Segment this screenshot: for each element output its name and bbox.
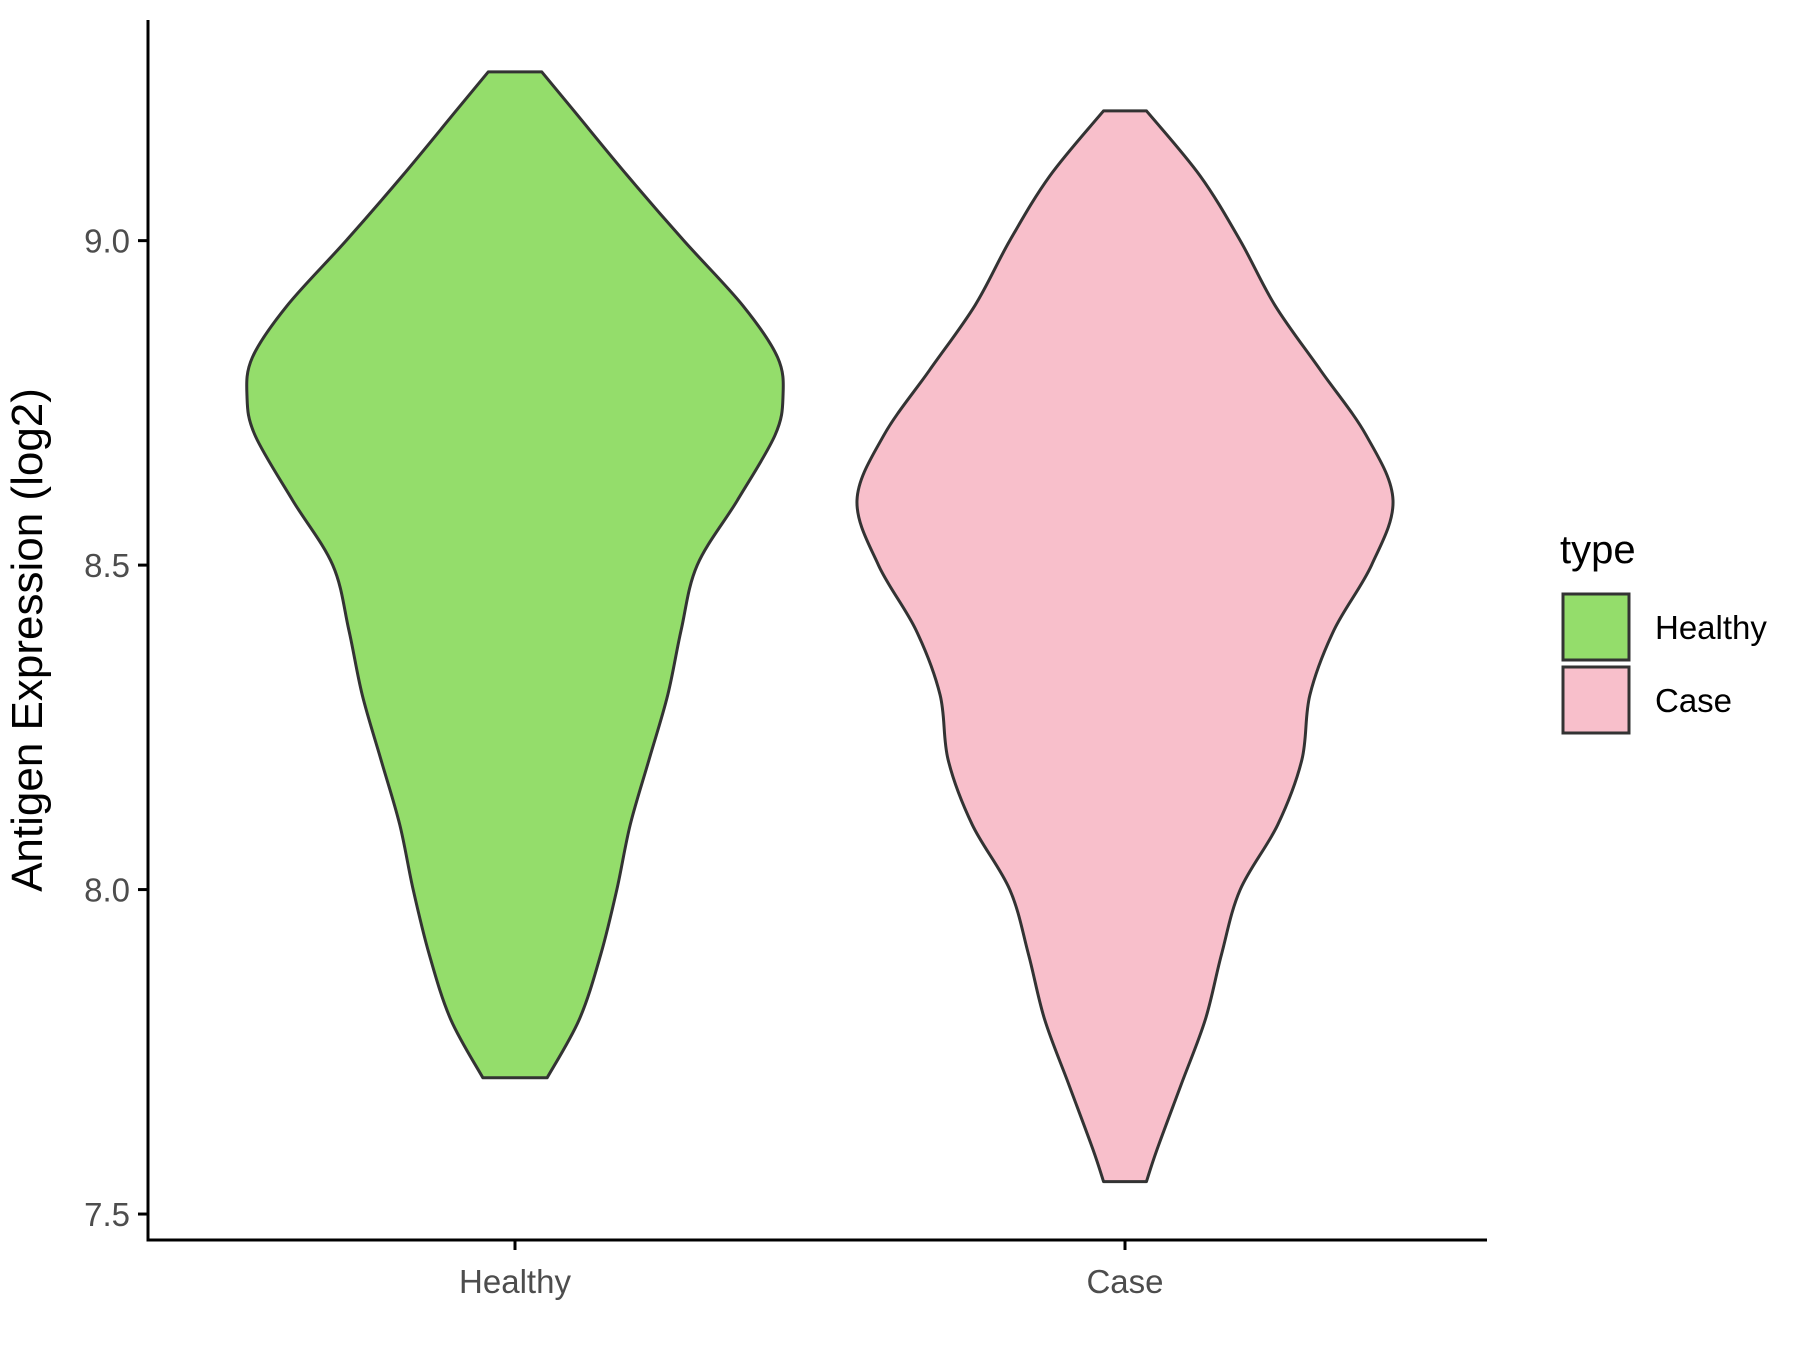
y-tick-label: 8.5 <box>84 547 130 584</box>
violin-case <box>855 109 1395 1184</box>
legend-title: type <box>1560 528 1636 572</box>
legend-entries: Healthy Case <box>1561 592 1767 735</box>
y-ticks: 7.5 8.0 8.5 9.0 <box>84 223 148 1233</box>
y-tick-label: 8.0 <box>84 872 130 909</box>
legend: type Healthy Case <box>1560 528 1767 735</box>
legend-label-case: Case <box>1655 682 1732 719</box>
legend-swatch-case <box>1561 665 1631 735</box>
legend-label-healthy: Healthy <box>1655 609 1767 646</box>
violin-healthy <box>245 70 785 1080</box>
y-axis-title: Antigen Expression (log2) <box>3 388 52 892</box>
y-tick-label: 7.5 <box>84 1196 130 1233</box>
x-tick-label: Healthy <box>459 1263 571 1300</box>
y-tick-label: 9.0 <box>84 223 130 260</box>
legend-swatch-healthy <box>1561 592 1631 662</box>
axes-layer <box>146 20 1487 1242</box>
x-ticks: Healthy Case <box>459 1240 1164 1300</box>
violin-layer <box>245 70 1395 1184</box>
x-tick-label: Case <box>1086 1263 1163 1300</box>
